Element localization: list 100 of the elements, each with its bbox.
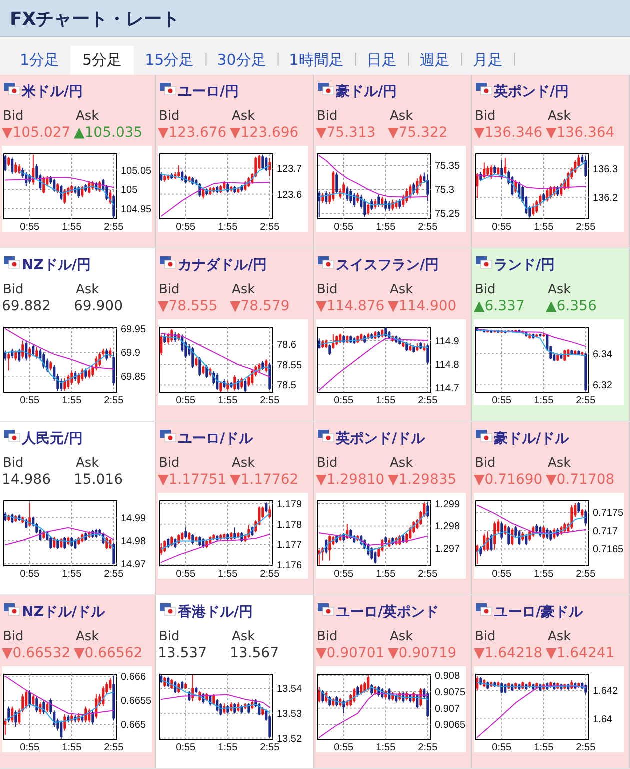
x-tick-label: 1:55 <box>62 222 82 233</box>
text: Bid <box>475 630 496 644</box>
text: ▼123.676 <box>158 125 227 141</box>
y-tick-label: 0.907 <box>435 704 460 715</box>
text: ▼0.71690 <box>474 472 543 488</box>
text: ▼1.64241 <box>546 646 615 662</box>
x-tick-label: 1:55 <box>534 396 554 406</box>
y-tick-label: 114.9 <box>435 336 460 348</box>
y-tick-label: 78.55 <box>277 360 302 372</box>
y-tick-label: 0.717 <box>593 526 618 538</box>
chart-title: スイスフラン/円 <box>336 258 440 274</box>
x-tick-label: 2:55 <box>260 396 280 406</box>
y-tick-label: 105.05 <box>121 166 152 177</box>
y-tick-label: 105 <box>121 185 138 196</box>
text: ▼0.66532 <box>2 646 71 662</box>
text: 13.567 <box>230 646 279 662</box>
y-tick-label: 1.297 <box>435 544 460 556</box>
x-tick-label: 0:55 <box>492 222 512 233</box>
text: Bid <box>317 109 338 124</box>
text: Bid <box>3 282 24 298</box>
chart-title: 豪ドル/ドル <box>493 431 570 447</box>
text: ▲6.337 <box>474 298 525 314</box>
chart-title: 英ポンド/円 <box>493 84 570 100</box>
y-tick-label: 69.9 <box>121 348 141 360</box>
y-tick-label: 0.665 <box>121 720 146 732</box>
text: Ask <box>76 456 100 471</box>
text: ▼75.322 <box>388 125 448 141</box>
chart-title: NZドル/ドル <box>22 604 106 620</box>
x-tick-label: 1:55 <box>218 742 238 754</box>
y-tick-label: 14.97 <box>121 559 146 570</box>
y-tick-label: 1.299 <box>435 499 460 510</box>
y-tick-label: 1.176 <box>277 560 302 572</box>
text: 月足 <box>472 51 503 69</box>
y-tick-label: 114.8 <box>435 360 460 371</box>
text: ▲105.035 <box>74 125 143 141</box>
text: 15.016 <box>74 472 124 488</box>
x-tick-label: 2:55 <box>576 396 596 406</box>
chart-title: 豪ドル/円 <box>335 84 398 100</box>
x-tick-label: 2:55 <box>104 569 124 580</box>
x-tick-label: 0:55 <box>334 396 354 406</box>
chart-title: 米ドル/円 <box>21 84 84 100</box>
text: 5分足 <box>82 51 122 69</box>
y-tick-label: 78.6 <box>277 340 297 352</box>
x-tick-label: 1:55 <box>534 222 554 233</box>
y-tick-label: 75.35 <box>435 161 460 172</box>
text: Ask <box>232 630 256 644</box>
x-tick-label: 0:55 <box>334 569 354 580</box>
text: 69.900 <box>74 298 123 314</box>
text: ▼114.900 <box>388 298 457 314</box>
x-tick-label: 1:55 <box>376 396 396 406</box>
text: 13.537 <box>158 646 207 662</box>
x-tick-label: 0:55 <box>176 396 196 406</box>
text: Ask <box>76 282 100 298</box>
x-tick-label: 2:55 <box>418 222 438 233</box>
x-tick-label: 2:55 <box>418 742 438 754</box>
x-tick-label: 2:55 <box>104 396 124 406</box>
chart-title: 英ポンド/ドル <box>335 431 426 447</box>
x-tick-label: 1:55 <box>534 569 554 580</box>
x-tick-label: 2:55 <box>418 569 438 580</box>
text: Bid <box>3 456 24 471</box>
y-tick-label: 1.64 <box>593 714 613 726</box>
text: Bid <box>317 630 338 644</box>
y-tick-label: 6.32 <box>593 380 613 392</box>
x-tick-label: 0:55 <box>176 222 196 233</box>
x-tick-label: 2:55 <box>260 742 280 754</box>
x-tick-label: 1:55 <box>376 569 396 580</box>
x-tick-label: 0:55 <box>20 742 40 754</box>
y-tick-label: 136.2 <box>593 192 618 204</box>
text: ▼0.90701 <box>316 646 385 662</box>
text: Ask <box>548 456 572 471</box>
text: ▲6.356 <box>546 298 597 314</box>
y-tick-label: 69.95 <box>121 324 146 336</box>
text: ▼105.027 <box>2 125 71 141</box>
text: Bid <box>159 109 180 124</box>
x-tick-label: 2:55 <box>260 222 280 233</box>
text: 1時間足 <box>289 51 344 69</box>
y-tick-label: 0.9065 <box>435 720 466 732</box>
text: Ask <box>390 109 414 124</box>
y-tick-label: 114.7 <box>435 384 460 395</box>
text: ▼136.364 <box>546 125 615 141</box>
text: Ask <box>232 456 256 471</box>
chart-title: NZドル/円 <box>22 258 91 274</box>
y-tick-label: 78.5 <box>277 380 297 392</box>
y-tick-label: 14.98 <box>121 536 146 548</box>
text: Ask <box>232 109 256 124</box>
text: Ask <box>390 282 414 298</box>
text: Ask <box>232 282 256 298</box>
text: 1分足 <box>20 51 60 69</box>
text: FXチャート・レート <box>10 9 180 30</box>
chart-title: ユーロ/円 <box>178 84 240 100</box>
y-tick-label: 0.7175 <box>593 508 624 520</box>
text: Bid <box>159 630 180 644</box>
chart-title: 香港ドル/円 <box>177 604 254 620</box>
text: Ask <box>548 630 572 644</box>
text: Bid <box>317 282 338 298</box>
x-tick-label: 0:55 <box>176 569 196 580</box>
x-tick-label: 1:55 <box>534 742 554 754</box>
text: Ask <box>76 630 100 644</box>
x-tick-label: 0:55 <box>334 222 354 233</box>
x-tick-label: 0:55 <box>492 742 512 754</box>
